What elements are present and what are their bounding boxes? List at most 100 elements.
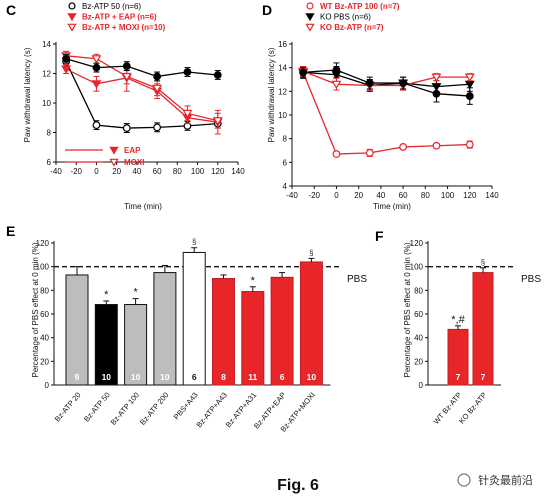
f-significance-mark: § <box>481 258 485 267</box>
d-data-point <box>332 66 341 74</box>
d-data-point <box>332 150 341 158</box>
e-significance-mark: * <box>251 275 256 287</box>
d-data-point <box>431 73 442 83</box>
d-y-tick-label: 10 <box>278 111 287 120</box>
c-data-point <box>92 121 101 130</box>
e-bar <box>153 272 177 386</box>
c-data-point <box>183 68 192 76</box>
d-xlabel: Time (min) <box>373 202 411 211</box>
e-category-label: Bz-ATP 100 <box>109 391 141 427</box>
c-y-tick-label: 8 <box>47 129 52 138</box>
d-x-tick-label: 20 <box>354 191 363 200</box>
f-y-tick-label: 100 <box>410 263 424 272</box>
c-x-tick-label: 20 <box>112 167 121 176</box>
e-y-tick-label: 40 <box>40 334 49 343</box>
e-bar <box>299 261 323 386</box>
c-x-tick-label: 40 <box>132 167 141 176</box>
d-data-point <box>331 80 342 90</box>
d-legend-label: KO PBS (n=6) <box>320 13 371 22</box>
d-legend-marker <box>305 13 315 22</box>
e-y-tick-label: 20 <box>40 357 49 366</box>
c-data-point <box>61 65 72 74</box>
d-data-point <box>465 140 474 149</box>
d-y-tick-label: 14 <box>278 64 287 73</box>
c-x-tick-label: 60 <box>153 167 162 176</box>
e-category-label: PBS+A43 <box>172 391 200 422</box>
d-y-tick-label: 16 <box>278 40 287 49</box>
e-bar-n-label: 10 <box>102 372 112 382</box>
e-bar <box>65 274 89 386</box>
d-x-tick-label: 0 <box>334 191 339 200</box>
c-data-point <box>122 124 131 132</box>
f-ylabel: Percentage of PBS effect at 0 min (%) <box>403 242 412 377</box>
e-bar-n-label: 6 <box>192 372 197 382</box>
c-data-point <box>212 117 223 126</box>
e-ylabel: Percentage of PBS effect at 0 min (%) <box>31 242 40 377</box>
d-data-point <box>464 73 475 83</box>
panel-letter-e: E <box>6 223 15 239</box>
e-y-tick-label: 0 <box>45 381 50 390</box>
d-series-line <box>302 70 470 87</box>
c-data-point <box>62 54 71 63</box>
panel-letter-c: C <box>6 2 16 18</box>
d-data-point <box>399 143 408 151</box>
d-x-tick-label: -20 <box>308 191 320 200</box>
e-category-label: Bz-ATP 200 <box>138 391 170 427</box>
e-bar <box>270 276 294 386</box>
d-series-line <box>303 71 470 88</box>
c-extra-legend-label: MOXI <box>124 158 144 167</box>
d-x-tick-label: 80 <box>421 191 430 200</box>
e-bar-n-label: 10 <box>307 372 317 382</box>
c-data-point <box>213 71 222 79</box>
e-bar-n-label: 9 <box>75 372 80 382</box>
c-y-tick-label: 6 <box>47 158 52 167</box>
c-extra-legend-label: EAP <box>124 146 141 155</box>
d-data-point <box>432 89 441 98</box>
c-data-point <box>153 72 162 81</box>
c-legend-label: Bz-ATP 50 (n=6) <box>82 2 141 11</box>
f-y-tick-label: 60 <box>414 310 423 319</box>
e-bar-n-label: 11 <box>248 372 257 382</box>
f-bar-n-label: 7 <box>456 372 461 382</box>
c-data-point <box>152 84 163 94</box>
watermark-text: 针灸最前沿 <box>478 473 533 487</box>
c-xlabel: Time (min) <box>124 202 162 211</box>
c-series-line <box>65 61 218 129</box>
c-x-tick-label: 100 <box>191 167 205 176</box>
c-series-line <box>65 68 218 123</box>
d-data-point <box>399 79 408 87</box>
f-significance-mark: *,# <box>451 314 465 326</box>
panel-letter-f: F <box>375 228 384 244</box>
c-x-tick-label: -40 <box>50 167 62 176</box>
d-x-tick-label: 140 <box>485 191 499 200</box>
f-y-tick-label: 20 <box>414 357 423 366</box>
e-bar <box>182 251 206 386</box>
c-x-tick-label: 120 <box>211 167 225 176</box>
c-legend-marker <box>67 13 77 22</box>
e-bar <box>241 291 265 386</box>
c-y-tick-label: 14 <box>42 40 51 49</box>
c-series-line <box>65 58 218 78</box>
c-x-tick-label: 140 <box>231 167 245 176</box>
c-x-tick-label: 80 <box>173 167 182 176</box>
d-data-point <box>465 92 474 100</box>
c-data-point <box>91 80 102 89</box>
d-series-line <box>302 72 470 155</box>
c-legend-label: Bz-ATP + EAP (n=6) <box>82 13 157 22</box>
e-significance-mark: § <box>192 238 196 247</box>
c-legend-marker <box>67 23 77 32</box>
d-legend-marker <box>305 23 315 32</box>
c-x-tick-label: 0 <box>94 167 99 176</box>
e-y-tick-label: 60 <box>40 310 49 319</box>
f-y-tick-label: 80 <box>414 286 423 295</box>
e-y-tick-label: 100 <box>36 263 50 272</box>
e-y-tick-label: 120 <box>36 239 50 248</box>
d-series-line <box>303 69 470 97</box>
c-x-tick-label: -20 <box>70 167 82 176</box>
panel-letter-d: D <box>262 2 272 18</box>
e-category-label: Bz-ATP 50 <box>82 391 112 424</box>
c-series-line <box>66 55 218 122</box>
f-pbs-label: PBS <box>521 274 541 285</box>
d-data-point <box>365 79 374 87</box>
